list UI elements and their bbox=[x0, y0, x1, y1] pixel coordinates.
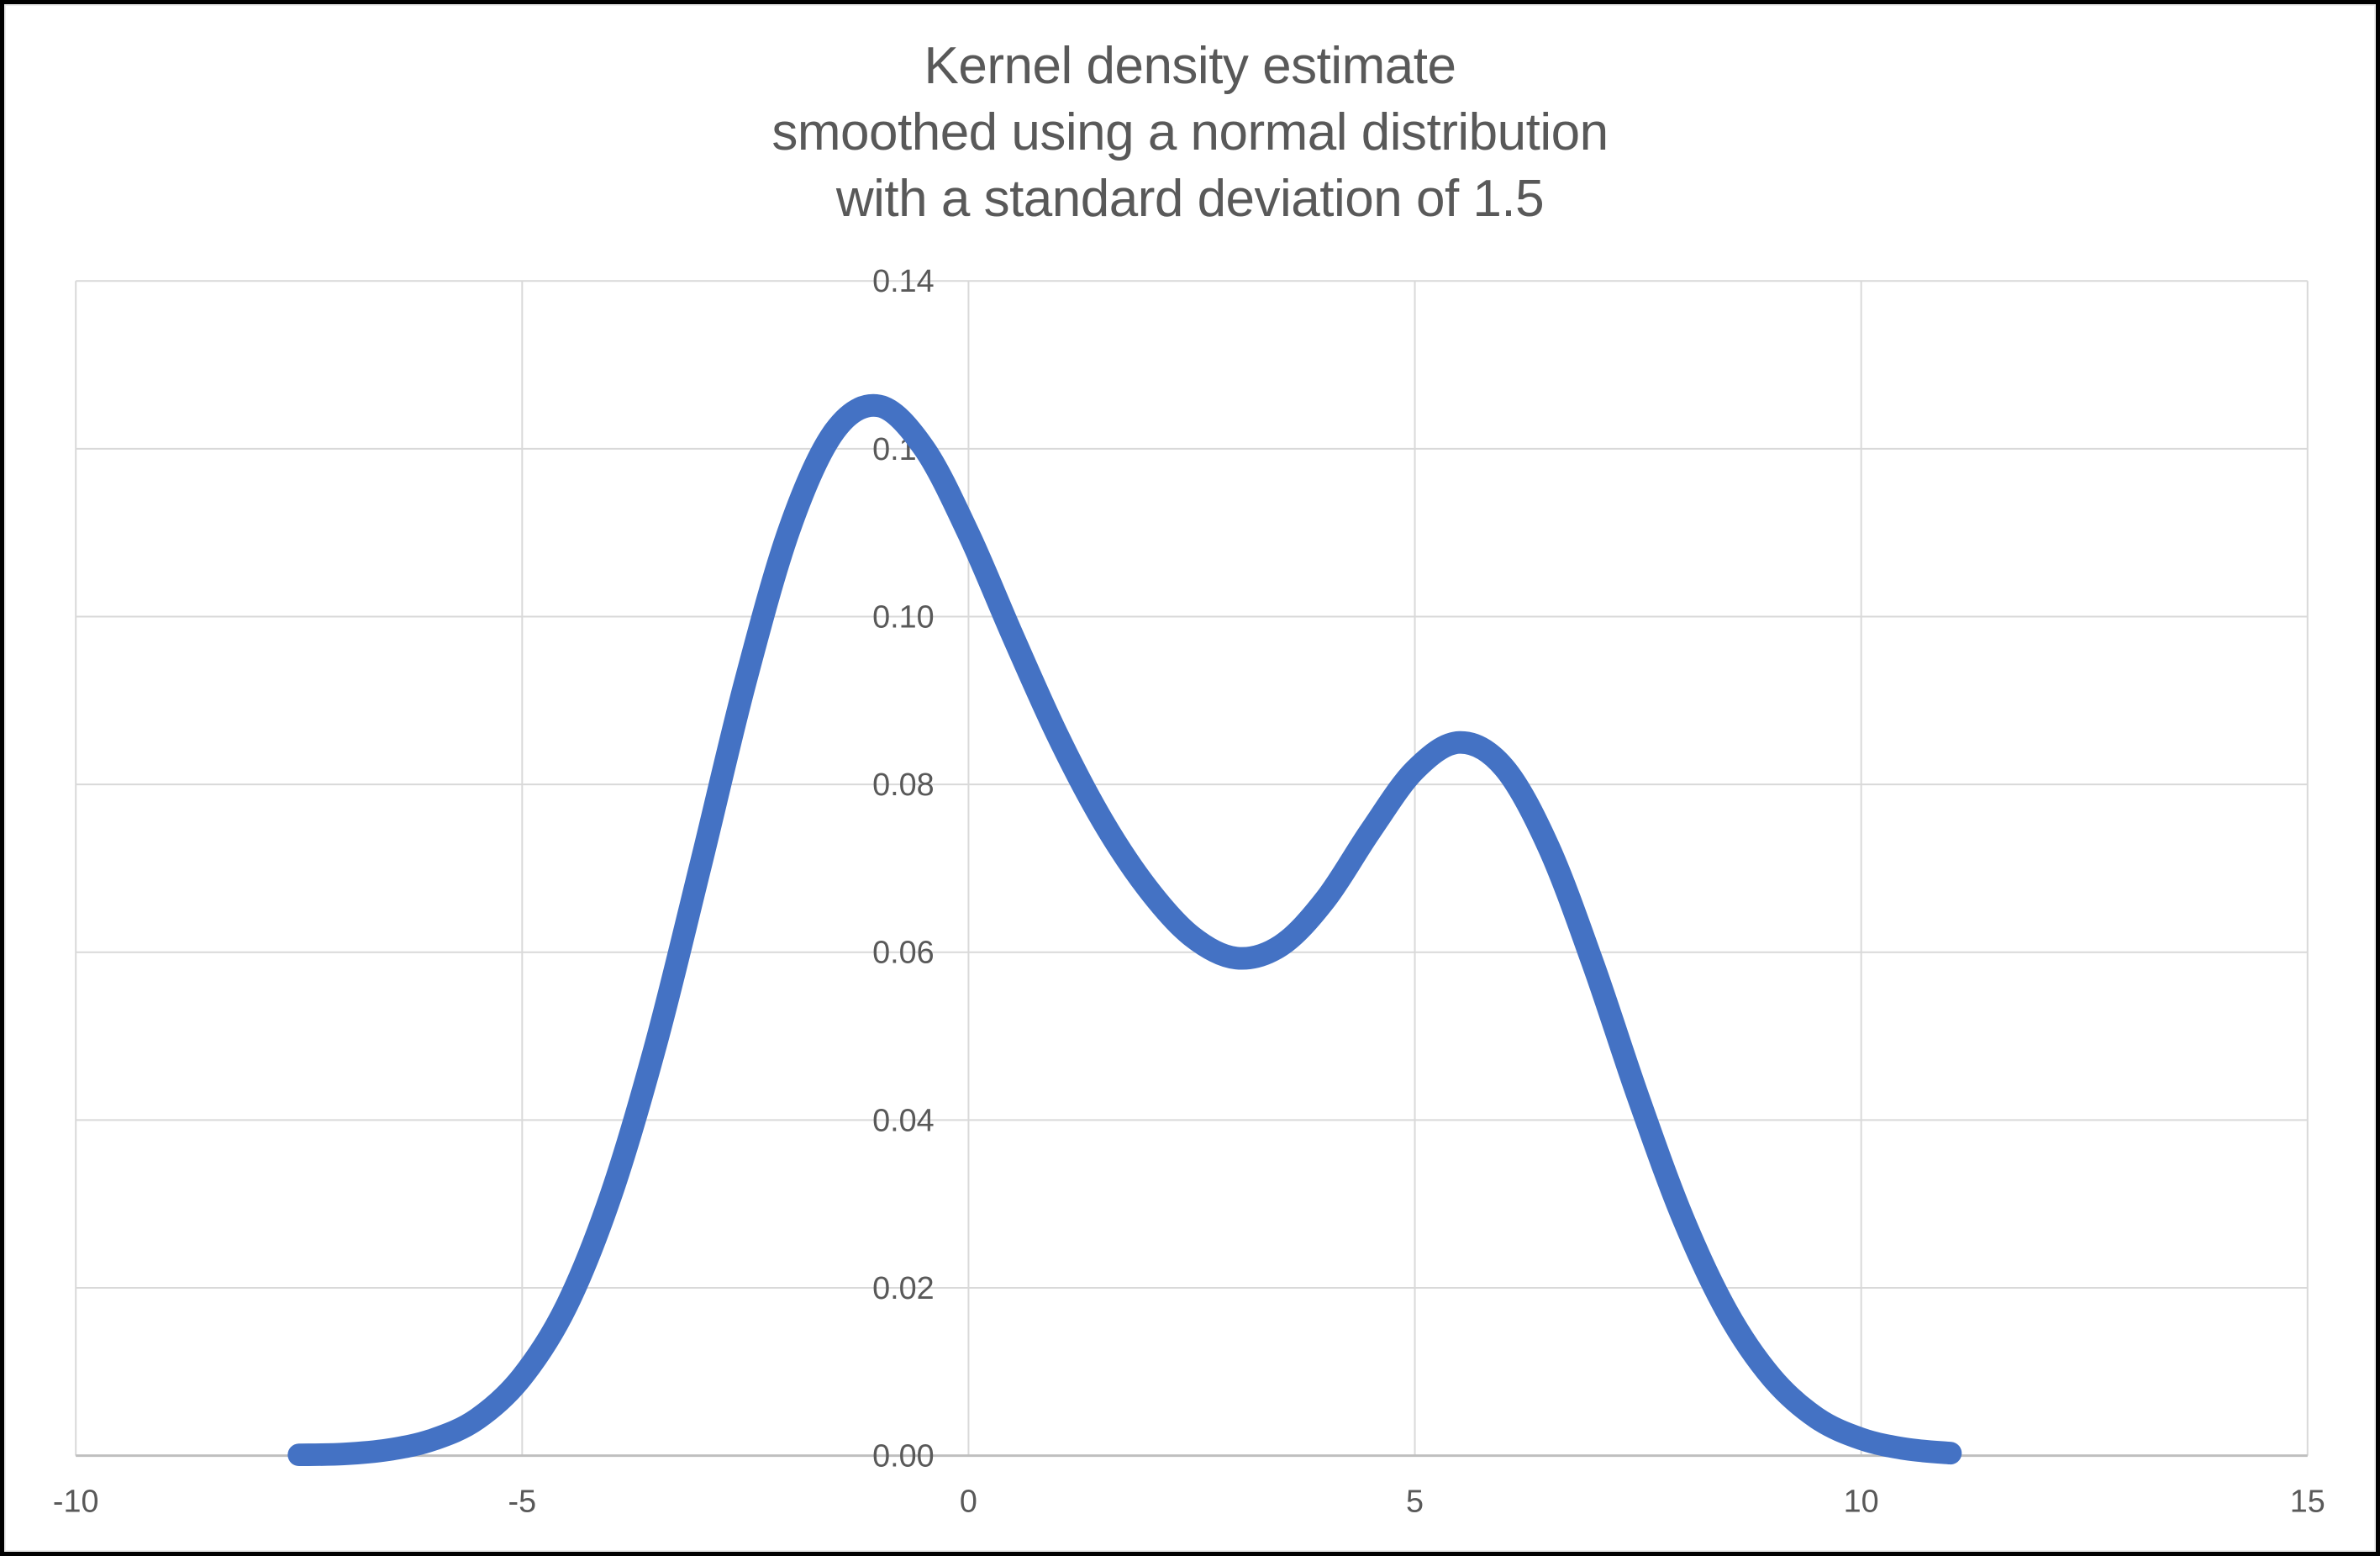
chart-title: Kernel density estimate smoothed using a… bbox=[4, 33, 2376, 232]
y-tick-label: 0.10 bbox=[872, 599, 935, 635]
x-tick-label: 10 bbox=[1844, 1484, 1879, 1519]
y-tick-label: 0.02 bbox=[872, 1271, 935, 1306]
kde-curve bbox=[287, 393, 1962, 1467]
y-tick-label: 0.14 bbox=[872, 264, 935, 299]
y-tick-label: 0.00 bbox=[872, 1439, 935, 1474]
chart-title-line-2: smoothed using a normal distribution bbox=[771, 103, 1609, 161]
x-tick-label: 5 bbox=[1406, 1484, 1424, 1519]
x-tick-label: -10 bbox=[53, 1484, 99, 1519]
y-tick-label: 0.06 bbox=[872, 936, 935, 971]
y-tick-label: 0.04 bbox=[872, 1103, 935, 1138]
chart-title-line-1: Kernel density estimate bbox=[924, 37, 1456, 95]
y-tick-label: 0.08 bbox=[872, 767, 935, 803]
x-tick-label: 15 bbox=[2290, 1484, 2325, 1519]
x-tick-label: -5 bbox=[508, 1484, 537, 1519]
chart-title-line-3: with a standard deviation of 1.5 bbox=[835, 170, 1545, 228]
x-tick-label: 0 bbox=[960, 1484, 977, 1519]
kde-line-chart: 0.000.020.040.060.080.100.120.14-10 -5 0 5 1… bbox=[53, 264, 2325, 1519]
